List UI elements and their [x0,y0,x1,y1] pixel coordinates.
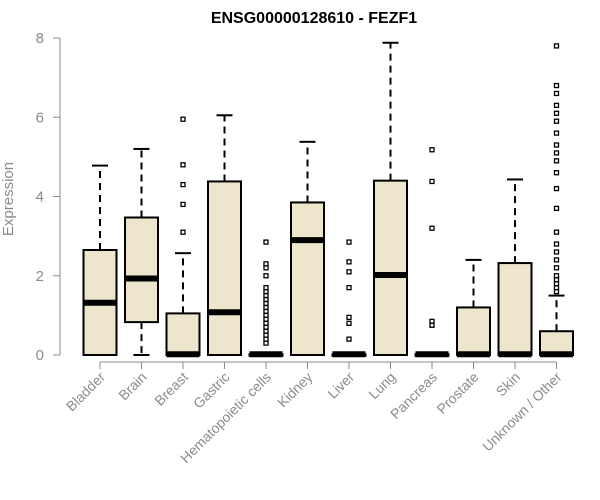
outlier-point [180,229,186,235]
outlier-point [553,273,560,279]
outlier-point [346,320,352,326]
outlier-point [553,102,560,109]
boxes-group [82,41,574,358]
outlier-point [553,229,560,235]
box-body [373,179,408,356]
box-pancreas [414,147,450,358]
outlier-point [553,158,560,164]
outlier-point [429,318,435,324]
y-tick-label: 0 [36,347,44,364]
x-category-label: Brain [115,369,149,403]
box-gastric [207,114,242,356]
box-hematopoietic-cells [248,239,284,358]
box-body [456,306,491,357]
box-kidney [290,140,325,356]
y-tick-label: 4 [36,189,44,206]
box-skin [497,178,533,358]
box-bladder [82,164,118,356]
y-axis: 0 2 4 6 8 [36,30,61,364]
box-body [497,262,533,357]
outlier-point [553,170,560,176]
outlier-point [180,181,186,188]
y-axis-label: Expression [0,162,17,236]
outlier-point [553,118,560,124]
outlier-point [346,259,352,265]
outlier-point [263,239,269,245]
outlier-point [553,43,560,49]
outlier-point [180,116,186,122]
outlier-point [429,178,435,185]
x-category-label: Bladder [63,369,109,415]
y-tick-label: 2 [36,268,44,285]
outlier-point [346,336,352,342]
box-body [165,312,201,356]
x-category-label: Kidney [274,369,316,411]
chart-title: ENSG00000128610 - FEZF1 [211,10,417,27]
outlier-point [263,284,269,291]
x-category-label: Breast [151,369,191,409]
box-lung [373,41,408,356]
outlier-point [553,185,560,192]
x-category-label: Liver [324,369,357,402]
x-category-label: Lung [365,369,398,402]
outlier-point [346,284,352,291]
box-body [290,201,325,356]
outlier-point [553,90,560,97]
outlier-point [263,273,269,279]
outlier-point [553,130,560,136]
box-liver [331,239,367,358]
box-unknown-other [539,43,574,358]
outlier-point [180,201,186,208]
x-category-label: Skin [493,369,524,400]
outlier-point [346,269,352,275]
box-brain [124,147,159,356]
outlier-point [553,82,560,89]
box-prostate [456,258,491,358]
outlier-point [553,257,560,263]
outlier-point [180,162,186,168]
y-tick-label: 6 [36,109,44,126]
outlier-point [553,265,560,271]
outlier-point [553,249,560,255]
outlier-point [346,314,352,321]
outlier-point [429,147,435,153]
x-category-label: Unknown / Other [479,369,565,455]
outlier-point [553,142,560,148]
x-category-label: Prostate [433,369,481,417]
y-tick-label: 8 [36,30,44,47]
outlier-point [553,205,560,212]
outlier-point [263,261,269,267]
outlier-point [346,239,352,245]
box-breast [165,116,201,358]
outlier-point [553,110,560,116]
box-body [124,216,159,324]
outlier-point [553,241,560,247]
outlier-point [553,150,560,156]
box-body [207,180,242,356]
outlier-point [429,225,435,231]
